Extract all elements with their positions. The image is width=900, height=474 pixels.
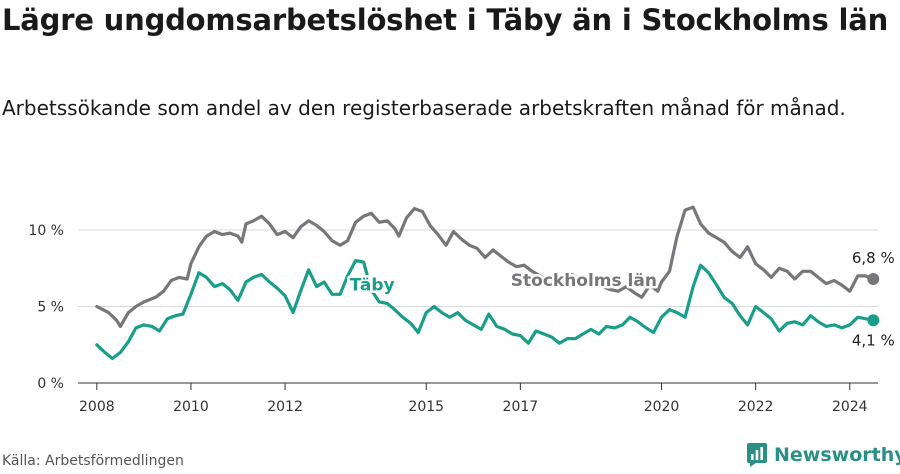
stockholm-series-label: Stockholms län: [511, 271, 657, 291]
chart-title: Lägre ungdomsarbetslöshet i Täby än i St…: [2, 3, 889, 37]
x-tick-label: 2022: [738, 399, 774, 415]
x-tick-label: 2010: [173, 399, 209, 415]
brand-name: Newsworthy: [774, 444, 900, 466]
x-tick-label: 2015: [408, 399, 444, 415]
taby-series-label: Täby: [350, 276, 395, 296]
x-tick-label: 2012: [267, 399, 303, 415]
taby-line-end-point: [867, 314, 880, 327]
y-tick-label: 10 %: [28, 223, 64, 239]
taby-end-value: 4,1 %: [852, 331, 895, 349]
series-labels: 6,8 % 4,1 % Stockholms län Täby: [347, 249, 895, 349]
brand-logo: Newsworthy: [746, 440, 900, 470]
stockholm-line: [95, 205, 875, 328]
axis-ticks: 0 % 5 % 10 % 2008 2010 2012 2015 2017 2020 2022 20…: [28, 223, 867, 415]
x-tick-label: 2024: [832, 399, 868, 415]
y-tick-label: 5 %: [37, 300, 64, 316]
series-lines: [95, 205, 880, 361]
taby-line: [95, 259, 875, 361]
x-tick-label: 2020: [644, 399, 680, 415]
chart-subtitle: Arbetssökande som andel av den registerb…: [2, 96, 846, 120]
y-tick-label: 0 %: [37, 376, 64, 392]
newsworthy-logo-icon: [747, 443, 767, 467]
x-tick-label: 2008: [79, 399, 115, 415]
gridlines: [78, 229, 878, 384]
stockholm-line-end-point: [867, 272, 880, 285]
x-tick-label: 2017: [503, 399, 539, 415]
source-note: Källa: Arbetsförmedlingen: [2, 453, 184, 469]
stockholm-end-value: 6,8 %: [852, 249, 895, 267]
